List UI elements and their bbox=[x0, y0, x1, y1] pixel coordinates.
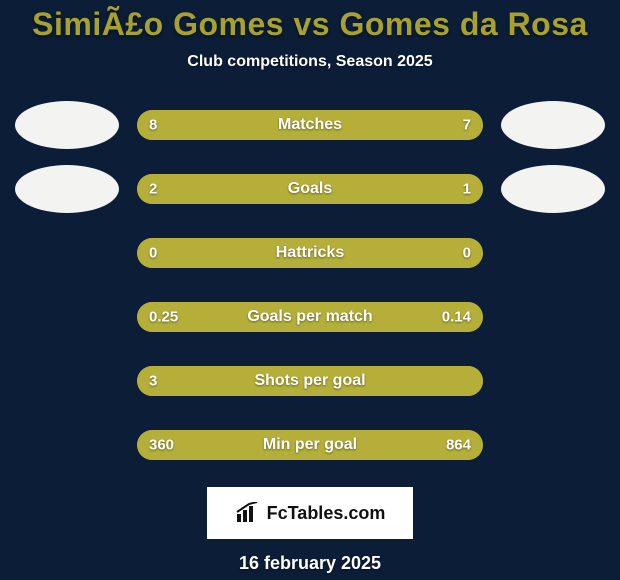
stat-row: 3Shots per goal bbox=[0, 357, 620, 405]
comparison-card: SimiÃ£o Gomes vs Gomes da Rosa Club comp… bbox=[0, 0, 620, 580]
avatar-spacer bbox=[501, 357, 605, 405]
player-left-avatar bbox=[15, 165, 119, 213]
bar-fill-left bbox=[137, 110, 320, 140]
bar-fill-right bbox=[358, 302, 483, 332]
bar-fill-right bbox=[320, 110, 483, 140]
avatar-spacer bbox=[15, 421, 119, 469]
bar-fill-left bbox=[137, 430, 237, 460]
stat-bar: 360864Min per goal bbox=[137, 430, 483, 460]
stats-container: 87Matches 21Goals 00Hattricks 0.250.14Goals… bbox=[0, 101, 620, 469]
bar-fill-left bbox=[137, 302, 358, 332]
player-right-avatar bbox=[501, 101, 605, 149]
stat-row: 360864Min per goal bbox=[0, 421, 620, 469]
stat-bar: 87Matches bbox=[137, 110, 483, 140]
stat-bar: 21Goals bbox=[137, 174, 483, 204]
avatar-spacer bbox=[501, 293, 605, 341]
stat-row: 0.250.14Goals per match bbox=[0, 293, 620, 341]
date-text: 16 february 2025 bbox=[0, 553, 620, 574]
stat-row: 21Goals bbox=[0, 165, 620, 213]
bar-fill-right bbox=[369, 174, 483, 204]
chart-icon bbox=[235, 502, 261, 524]
player-left-avatar bbox=[15, 101, 119, 149]
bar-fill-left bbox=[137, 366, 483, 396]
stat-bar: 00Hattricks bbox=[137, 238, 483, 268]
stat-row: 87Matches bbox=[0, 101, 620, 149]
stat-bar: 0.250.14Goals per match bbox=[137, 302, 483, 332]
bar-fill-left bbox=[137, 174, 369, 204]
avatar-spacer bbox=[15, 293, 119, 341]
brand-text: FcTables.com bbox=[267, 503, 386, 524]
page-title: SimiÃ£o Gomes vs Gomes da Rosa bbox=[0, 6, 620, 43]
stat-row: 00Hattricks bbox=[0, 229, 620, 277]
avatar-spacer bbox=[15, 229, 119, 277]
subtitle: Club competitions, Season 2025 bbox=[0, 53, 620, 71]
player-right-avatar bbox=[501, 165, 605, 213]
brand-logo: FcTables.com bbox=[207, 487, 413, 539]
bar-fill-left bbox=[137, 238, 310, 268]
avatar-spacer bbox=[501, 421, 605, 469]
stat-bar: 3Shots per goal bbox=[137, 366, 483, 396]
avatar-spacer bbox=[501, 229, 605, 277]
avatar-spacer bbox=[15, 357, 119, 405]
bar-fill-right bbox=[310, 238, 483, 268]
bar-fill-right bbox=[237, 430, 483, 460]
